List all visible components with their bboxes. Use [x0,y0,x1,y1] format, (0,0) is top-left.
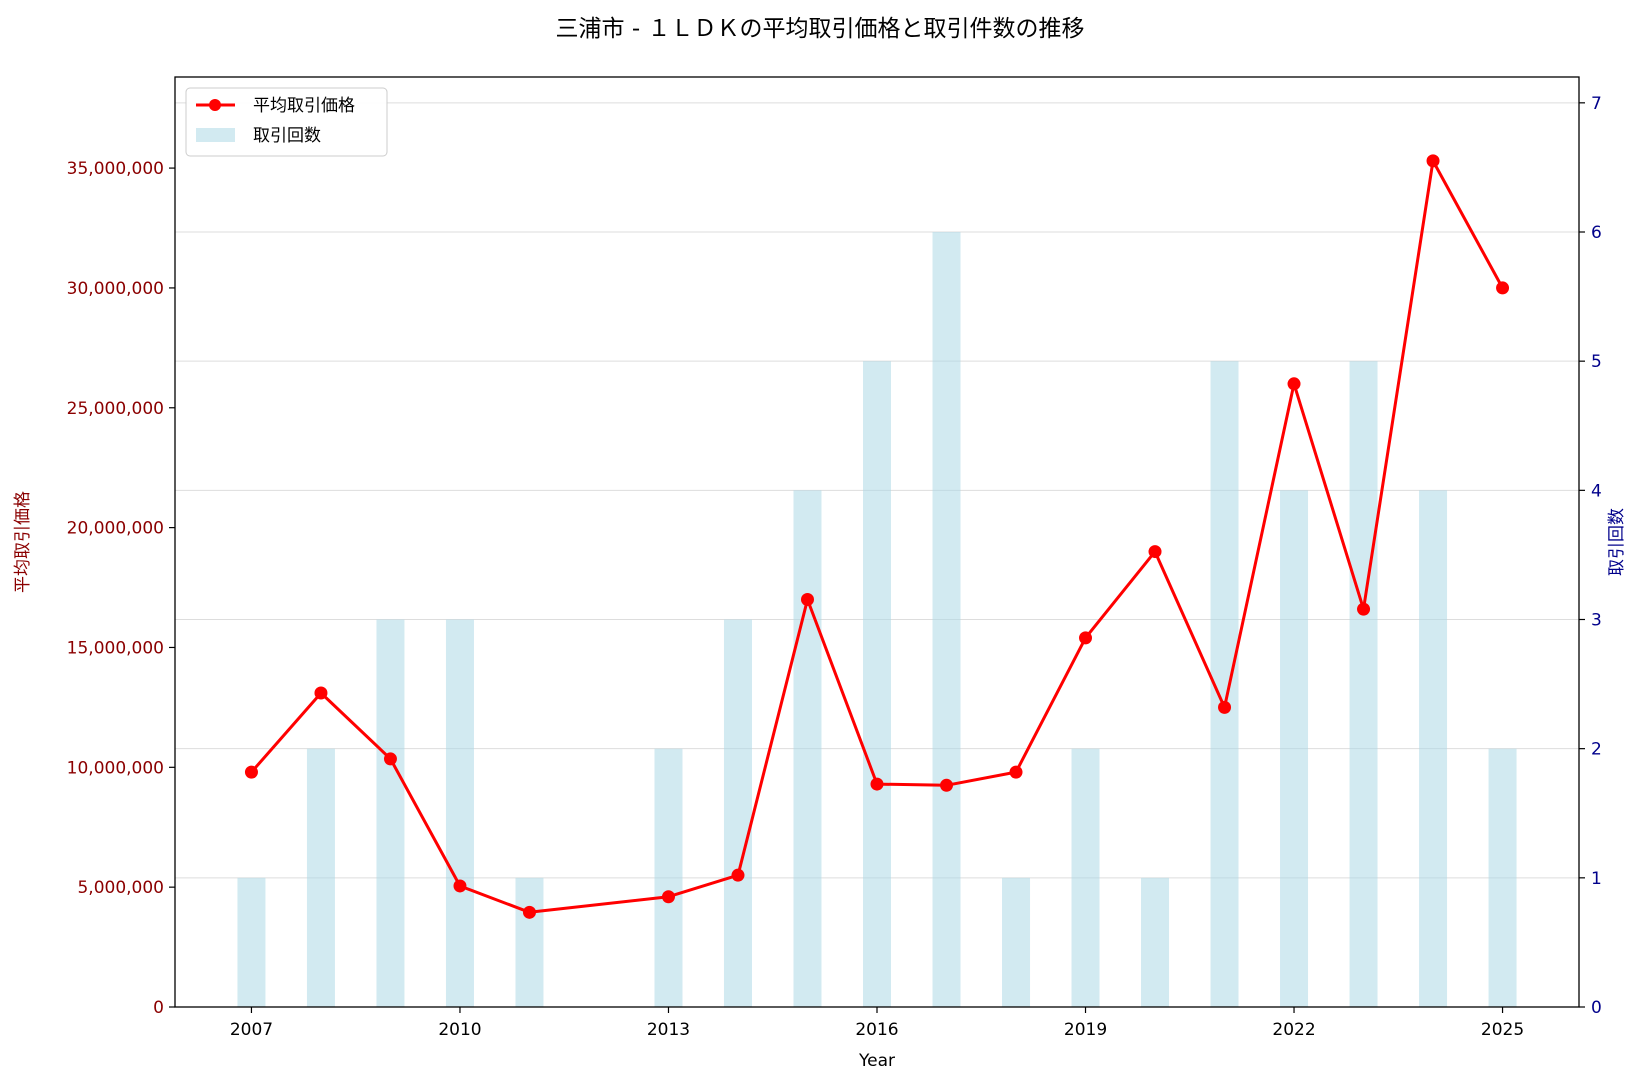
point-2015 [800,593,814,607]
point-2008 [314,686,328,700]
legend-box [185,87,388,157]
y-right-tick-label: 3 [1591,611,1602,631]
y-left-tick-label: 5,000,000 [77,878,164,898]
y-left-tick-label: 15,000,000 [67,638,164,658]
point-2013 [661,890,675,904]
x-axis-label: Year [858,1051,895,1071]
chart-title: 三浦市 - １ＬＤＫの平均取引価格と取引件数の推移 [556,16,1085,42]
y-left-tick-label: 25,000,000 [67,399,164,419]
bar-series [237,232,1517,1008]
x-tick-label: 2016 [855,1020,898,1040]
x-tick-label: 2025 [1481,1020,1524,1040]
point-2009 [383,752,397,766]
bar-2011 [515,877,544,1007]
point-2021 [1218,700,1232,714]
point-2024 [1426,154,1440,168]
bar-2014 [723,619,752,1007]
y-left-tick-label: 10,000,000 [67,758,164,778]
y-left-axis-label: 平均取引価格 [13,491,33,593]
point-2007 [244,765,258,779]
point-2020 [1148,545,1162,559]
bar-2007 [237,877,266,1007]
bar-2018 [1002,877,1031,1007]
y-left-tick-label: 0 [153,998,164,1018]
bar-2016 [863,361,891,1008]
y-right-tick-label: 1 [1591,869,1602,889]
point-2010 [453,879,467,893]
bar-2013 [654,748,683,1007]
y-right-tick-label: 0 [1591,998,1602,1018]
bar-2023 [1349,361,1378,1008]
bar-2020 [1141,877,1170,1007]
y-left-tick-label: 20,000,000 [67,519,164,539]
point-2018 [1009,765,1023,779]
legend-label-price: 平均取引価格 [253,96,355,116]
x-tick-label: 2013 [647,1020,690,1040]
bar-2024 [1419,490,1448,1007]
y-right-tick-label: 4 [1591,481,1602,501]
y-right-tick-label: 7 [1591,94,1602,114]
y-right-tick-label: 2 [1591,740,1602,760]
point-2011 [522,905,536,919]
point-2025 [1496,281,1510,295]
x-tick-label: 2007 [230,1020,273,1040]
point-2017 [940,778,954,792]
bar-2008 [306,748,335,1007]
y-right-tick-label: 6 [1591,223,1602,243]
bar-2019 [1071,748,1100,1007]
point-2022 [1287,377,1301,391]
legend-bar-swatch [196,128,235,142]
x-tick-label: 2010 [438,1020,481,1040]
legend-label-count: 取引回数 [253,126,321,146]
x-tick-label: 2022 [1272,1020,1315,1040]
bar-2009 [376,619,405,1007]
point-2019 [1079,631,1093,645]
bar-2010 [445,619,474,1007]
legend-line-marker [209,99,221,111]
bar-2017 [932,232,961,1007]
line-series [244,154,1510,919]
bar-2025 [1488,748,1517,1007]
bar-2022 [1280,490,1309,1007]
y-right-axis-label: 取引回数 [1607,508,1627,576]
point-2016 [870,777,884,791]
y-left-tick-label: 35,000,000 [67,159,164,179]
point-2014 [731,868,745,882]
axes: 2007 2010 2013 2016 2019 2022 202505,000,00010… [67,94,1602,1040]
y-left-tick-label: 30,000,000 [67,279,164,299]
bar-2015 [793,490,822,1007]
point-2023 [1357,602,1371,616]
price-line [250,159,1504,914]
y-right-tick-label: 5 [1591,352,1602,372]
x-tick-label: 2019 [1064,1020,1107,1040]
legend: 平均取引価格 取引回数 [185,87,388,157]
